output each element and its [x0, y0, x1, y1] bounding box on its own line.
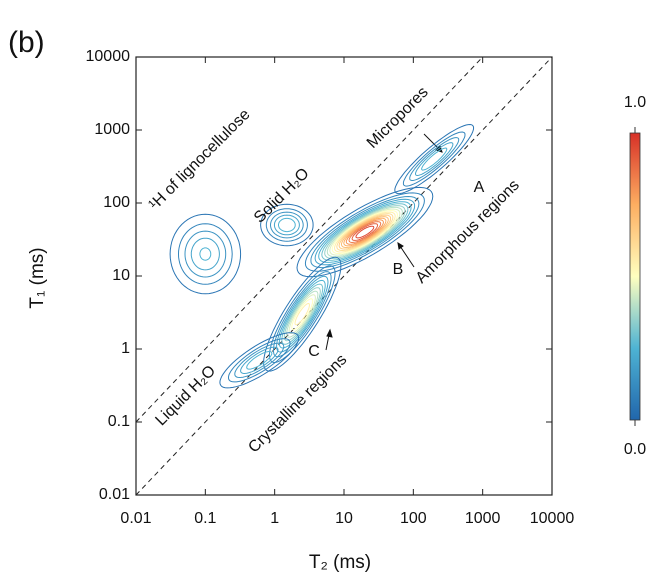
contour	[304, 192, 425, 272]
contour	[286, 290, 319, 338]
contour	[409, 137, 460, 181]
contour	[273, 214, 300, 236]
contour	[219, 332, 300, 389]
contour	[199, 247, 212, 261]
annotation: Micropores	[364, 84, 432, 152]
contour	[310, 195, 420, 269]
contour	[355, 225, 375, 239]
x-tick-label: 1000	[465, 510, 501, 527]
contour	[318, 201, 412, 263]
contour	[294, 303, 311, 326]
contour	[240, 346, 279, 375]
x-tick-label: 10	[335, 510, 353, 527]
contour	[414, 142, 454, 177]
x-tick-label: 0.1	[194, 510, 216, 527]
y-tick-label: 100	[103, 194, 130, 211]
contour	[169, 213, 242, 295]
panel-label: (b)	[8, 26, 45, 59]
y-tick-label: 0.01	[99, 486, 130, 503]
y-tick-label: 10000	[86, 48, 131, 65]
contour	[329, 208, 401, 256]
contour	[246, 351, 273, 370]
contour	[278, 217, 296, 233]
contour	[340, 216, 389, 249]
colorbar	[629, 132, 641, 421]
contour	[184, 230, 227, 278]
colorbar-label: 1.0	[624, 94, 646, 111]
contour	[421, 147, 448, 171]
annotation: Amorphous regions	[413, 177, 523, 287]
contour	[272, 271, 332, 358]
contour	[351, 223, 379, 241]
arrows	[325, 133, 443, 351]
contour	[348, 221, 382, 244]
x-tick-label: 100	[400, 510, 427, 527]
reference-line	[136, 57, 484, 423]
x-tick-label: 1	[270, 510, 279, 527]
y-axis-label: T₁ (ms)	[27, 247, 48, 308]
contour	[265, 208, 308, 242]
contour	[343, 217, 387, 247]
annotation: C	[308, 343, 320, 360]
annotation: Solid H₂O	[251, 165, 313, 227]
contour	[324, 205, 406, 260]
contour	[190, 237, 220, 271]
contour	[296, 186, 434, 278]
annotation: B	[393, 261, 404, 278]
contour	[263, 256, 342, 372]
contour	[234, 342, 285, 379]
y-tick-label: 1	[121, 340, 130, 357]
annotation: ¹H of lignocellulose	[146, 106, 254, 214]
contour	[177, 223, 233, 285]
contour	[281, 283, 324, 345]
contour	[394, 123, 475, 195]
contour	[288, 294, 316, 334]
contour	[260, 203, 314, 247]
contour	[333, 211, 396, 253]
y-tick-label: 10	[112, 267, 130, 284]
x-tick-label: 0.01	[120, 510, 151, 527]
contour	[291, 298, 314, 331]
x-tick-label: 10000	[530, 510, 575, 527]
y-tick-label: 0.1	[108, 413, 130, 430]
contour	[314, 198, 416, 266]
y-tick-label: 1000	[94, 121, 130, 138]
contour	[268, 265, 336, 364]
reference-line	[136, 57, 552, 495]
contour	[338, 214, 392, 250]
colorbar-label: 0.0	[624, 441, 646, 458]
contour	[402, 131, 466, 187]
contour	[331, 210, 399, 254]
contour	[345, 219, 384, 245]
contour	[276, 275, 329, 353]
contour	[336, 213, 394, 252]
contour	[278, 279, 326, 349]
annotation: A	[474, 179, 485, 196]
x-axis-label: T₂ (ms)	[309, 552, 371, 573]
contour	[326, 206, 403, 258]
annotation: Liquid H₂O	[152, 362, 219, 429]
contour	[283, 287, 321, 342]
contour	[227, 338, 291, 383]
contour	[321, 203, 409, 261]
contour	[269, 211, 304, 239]
